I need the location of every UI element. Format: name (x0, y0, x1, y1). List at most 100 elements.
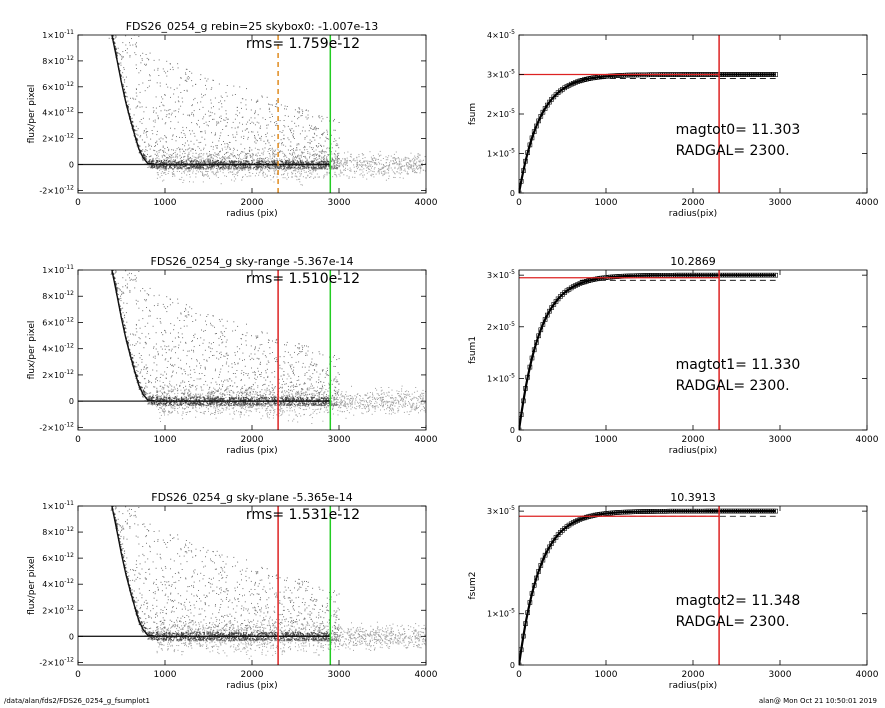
scatter-point (334, 165, 336, 167)
scatter-point (125, 35, 127, 37)
sky-point (327, 154, 329, 156)
sky-point (210, 154, 212, 156)
scatter-point (239, 168, 241, 170)
sky-point (172, 169, 174, 171)
y-tick-label: 0 (510, 189, 515, 198)
sky-point (331, 161, 333, 163)
sky-point (241, 412, 242, 413)
profile-point (203, 161, 205, 163)
scatter-point (214, 97, 216, 99)
scatter-point (296, 147, 297, 149)
scatter-point (146, 131, 148, 133)
scatter-point (176, 148, 178, 150)
scatter-point (304, 146, 306, 148)
sky-point (354, 171, 356, 172)
sky-point (290, 389, 292, 391)
sky-point (339, 165, 341, 167)
sky-point (367, 398, 369, 399)
sky-point (354, 176, 356, 178)
sky-point (386, 401, 388, 403)
sky-point (214, 414, 216, 415)
scatter-point (306, 160, 308, 162)
scatter-point (149, 74, 150, 76)
scatter-point (188, 144, 190, 146)
scatter-point (302, 152, 304, 154)
scatter-point (203, 116, 205, 118)
sky-point (393, 153, 395, 155)
scatter-point (151, 167, 153, 169)
sky-point (398, 160, 400, 162)
sky-point (378, 171, 380, 173)
profile-point (286, 166, 288, 169)
sky-point (210, 406, 212, 408)
sky-point (386, 172, 388, 174)
sky-point (397, 157, 399, 159)
sky-point (236, 172, 238, 173)
scatter-point (140, 55, 141, 57)
sky-point (386, 402, 388, 404)
scatter-point (195, 168, 197, 170)
sky-point (294, 153, 296, 155)
profile-point (246, 161, 248, 163)
profile-point (209, 163, 211, 165)
sky-point (240, 412, 241, 414)
sky-point (370, 174, 372, 176)
y-tick-label: 0 (69, 161, 74, 170)
sky-point (375, 160, 377, 161)
sky-point (393, 400, 395, 402)
profile-point (306, 167, 308, 169)
scatter-point (230, 153, 232, 155)
scatter-point (177, 67, 179, 69)
scatter-point (257, 134, 259, 136)
sky-point (178, 178, 180, 180)
sky-point (246, 390, 248, 392)
scatter-point (260, 139, 262, 141)
sky-point (340, 171, 342, 173)
sky-point (328, 172, 330, 174)
scatter-point (312, 136, 314, 138)
sky-point (385, 162, 387, 164)
profile-point (208, 162, 210, 164)
sky-point (383, 173, 385, 175)
sky-point (410, 167, 412, 169)
scatter-point (162, 167, 164, 169)
sky-point (393, 176, 395, 178)
scatter-point (283, 168, 285, 170)
sky-point (356, 159, 358, 161)
sky-point (374, 405, 375, 407)
sky-point (215, 410, 216, 412)
sky-point (400, 163, 402, 165)
sky-point (372, 393, 374, 395)
scatter-point (206, 159, 208, 161)
sky-point (373, 397, 375, 399)
sky-point (388, 395, 390, 397)
scatter-point (284, 105, 286, 107)
sky-point (370, 161, 372, 162)
profile-point (288, 164, 290, 166)
scatter-point (255, 142, 257, 144)
profile-point (302, 162, 305, 164)
sky-point (315, 390, 316, 392)
sky-point (228, 172, 230, 174)
scatter-point (218, 122, 220, 124)
scatter-point (224, 158, 226, 160)
scatter-point (337, 153, 338, 155)
scatter-point (300, 154, 302, 156)
scatter-point (293, 162, 295, 164)
scatter-point (316, 145, 318, 147)
profile-point (139, 145, 141, 147)
sky-point (158, 151, 160, 153)
scatter-point (174, 101, 176, 103)
scatter-point (145, 106, 147, 108)
profile-point (233, 165, 236, 167)
scatter-point (326, 138, 328, 139)
profile-point (256, 161, 259, 163)
sky-point (191, 158, 193, 160)
scatter-point (234, 168, 236, 170)
scatter-point (191, 113, 192, 115)
sky-point (306, 160, 308, 162)
scatter-point (187, 157, 189, 159)
sky-point (408, 401, 409, 403)
scatter-point (136, 68, 137, 69)
sky-point (395, 397, 397, 399)
